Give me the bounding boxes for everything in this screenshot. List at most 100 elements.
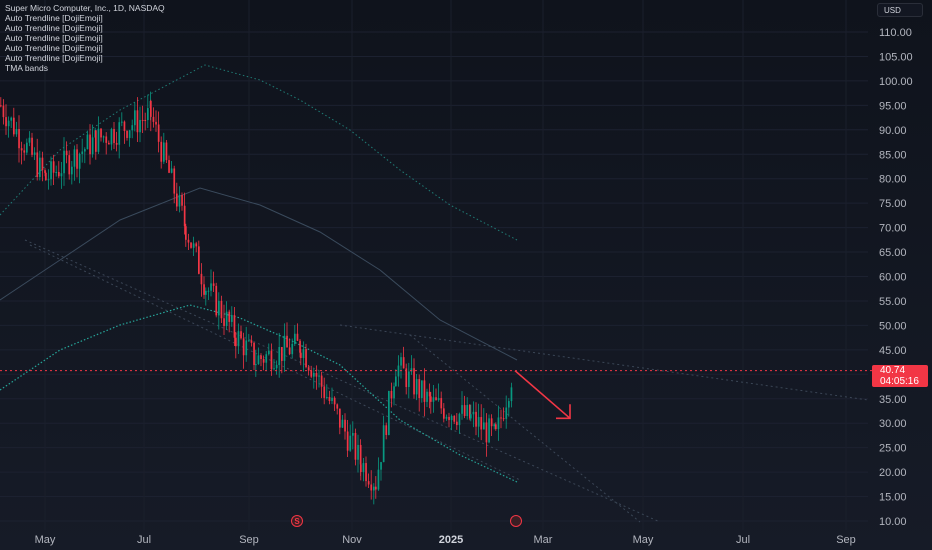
candle-body (248, 340, 250, 342)
candle-body (84, 149, 86, 152)
candle-body (55, 172, 58, 174)
candle-body (185, 226, 187, 240)
countdown-value: 04:05:16 (880, 376, 919, 387)
candle-body (173, 168, 176, 194)
candle-body (242, 338, 245, 356)
candle-body (134, 110, 136, 126)
candle-body (305, 349, 307, 368)
candle-body (165, 142, 168, 161)
candle-body (203, 284, 205, 295)
candle-body (18, 129, 20, 149)
candle-body (375, 486, 377, 490)
candle-body (437, 398, 440, 401)
candle-body (192, 243, 195, 248)
candle-body (466, 404, 469, 416)
split-event-icon[interactable]: S (291, 515, 303, 527)
y-tick-label: 85.00 (879, 149, 907, 161)
candle-body (71, 166, 73, 175)
candle-body (477, 417, 480, 427)
candle-body (415, 379, 418, 395)
candle-body (275, 364, 278, 369)
candle-body (168, 160, 170, 173)
x-tick-label: 2025 (439, 534, 463, 546)
candle-body (223, 318, 225, 326)
candle-body (357, 444, 359, 460)
candle-body (495, 424, 497, 430)
earnings-event-icon[interactable] (510, 515, 522, 527)
candle-body (163, 142, 165, 162)
trendline (24, 239, 661, 523)
legend-symbol[interactable]: Super Micro Computer, Inc., 1D, NASDAQ (5, 3, 165, 13)
candle-body (198, 246, 200, 274)
candle-body (212, 283, 215, 286)
candle-body (245, 340, 248, 356)
candle-body (302, 349, 305, 358)
candle-body (288, 347, 291, 355)
currency-button[interactable]: USD (877, 3, 923, 17)
candle-body (360, 464, 362, 473)
legend-indicator[interactable]: TMA bands (5, 63, 48, 73)
candle-body (195, 243, 198, 247)
y-tick-label: 70.00 (879, 223, 907, 235)
candle-body (157, 124, 160, 142)
candle-body (336, 404, 339, 409)
candle-body (393, 386, 395, 399)
candle-body (231, 315, 233, 322)
candle-body (365, 463, 367, 482)
y-tick-label: 10.00 (879, 516, 907, 528)
candle-body (346, 431, 349, 451)
candle-body (315, 372, 318, 377)
candle-body (428, 391, 431, 397)
last-price-label: 40.74 04:05:16 (872, 365, 928, 387)
forecast-arrow-line (514, 370, 571, 419)
legend-indicator[interactable]: Auto Trendline [DojiEmoji] (5, 43, 103, 53)
legend-indicator[interactable]: Auto Trendline [DojiEmoji] (5, 33, 103, 43)
candle-body (296, 333, 299, 341)
candle-body (445, 416, 448, 419)
candle-body (448, 416, 450, 421)
candle-body (500, 417, 502, 419)
candle-body (237, 331, 240, 347)
candle-body (108, 142, 110, 145)
candle-body (105, 136, 108, 143)
candle-body (7, 120, 10, 127)
candle-body (115, 142, 118, 145)
candle-body (39, 157, 41, 178)
legend-indicator[interactable]: Auto Trendline [DojiEmoji] (5, 23, 103, 33)
candle-body (313, 372, 315, 377)
legend-indicator[interactable]: Auto Trendline [DojiEmoji] (5, 53, 103, 63)
trendline (409, 334, 641, 523)
candle-body (382, 425, 385, 463)
candle-body (510, 387, 513, 402)
candle-body (497, 417, 500, 430)
candle-body (100, 128, 102, 138)
candle-body (235, 337, 237, 347)
legend-indicator[interactable]: Auto Trendline [DojiEmoji] (5, 13, 103, 23)
y-tick-label: 45.00 (879, 345, 907, 357)
trendline (339, 324, 869, 401)
candle-body (150, 100, 152, 117)
y-tick-label: 25.00 (879, 443, 907, 455)
candle-body (44, 170, 46, 173)
candle-body (97, 128, 100, 152)
candle-body (490, 418, 493, 427)
candle-body (397, 365, 400, 377)
candle-body (28, 137, 31, 143)
y-tick-label: 80.00 (879, 174, 907, 186)
y-tick-label: 100.00 (879, 76, 913, 88)
tma-middle-band (0, 187, 518, 361)
candle-body (273, 368, 275, 370)
candle-body (260, 355, 262, 360)
candle-body (341, 419, 344, 428)
candle-body (286, 335, 288, 348)
candle-body (131, 125, 134, 131)
candle-body (370, 484, 373, 491)
y-tick-label: 15.00 (879, 492, 907, 504)
x-tick-label: Mar (534, 534, 553, 546)
candle-body (200, 273, 203, 285)
candle-body (220, 300, 223, 319)
candle-body (320, 375, 323, 387)
candle-body (118, 122, 121, 145)
candle-body (147, 108, 149, 121)
